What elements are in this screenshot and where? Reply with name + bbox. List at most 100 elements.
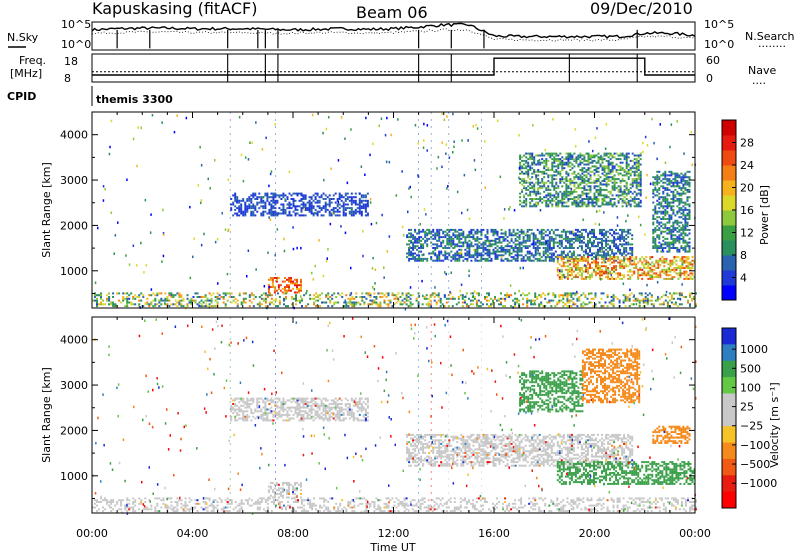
data-cell <box>464 236 467 239</box>
data-cell <box>442 247 445 249</box>
data-cell <box>570 245 573 248</box>
data-cell <box>674 199 677 202</box>
data-cell <box>669 270 672 273</box>
data-cell <box>682 192 685 195</box>
data-cell <box>605 234 608 237</box>
data-cell <box>454 236 457 239</box>
data-cell <box>286 196 289 199</box>
data-cell <box>639 199 642 202</box>
data-cell <box>617 236 620 239</box>
data-cell <box>583 167 586 170</box>
data-cell <box>621 201 624 204</box>
noise-cell <box>365 116 367 120</box>
data-cell <box>344 212 347 215</box>
data-cell <box>452 247 455 249</box>
noise-cell <box>594 136 597 140</box>
data-cell <box>329 301 332 304</box>
data-cell <box>521 159 524 162</box>
data-cell <box>665 259 668 262</box>
data-cell <box>593 261 595 264</box>
data-cell <box>676 172 679 175</box>
data-cell <box>426 259 429 262</box>
data-cell <box>544 247 547 249</box>
data-cell <box>202 301 205 304</box>
data-cell <box>214 299 217 302</box>
data-cell <box>566 268 569 271</box>
data-cell <box>625 194 628 197</box>
data-cell <box>591 241 593 244</box>
data-cell <box>525 199 528 202</box>
noise-cell <box>198 304 200 307</box>
data-cell <box>548 243 551 246</box>
data-cell <box>469 303 472 306</box>
noise-cell <box>616 216 619 219</box>
data-cell <box>150 303 153 306</box>
data-cell <box>385 303 388 306</box>
data-cell <box>688 205 691 208</box>
noise-cell <box>539 209 542 212</box>
data-cell <box>633 259 636 262</box>
noise-cell <box>691 163 694 167</box>
noise-cell <box>276 228 279 231</box>
data-cell <box>654 210 657 213</box>
data-cell <box>252 210 255 213</box>
data-cell <box>276 194 279 197</box>
data-cell <box>611 203 614 206</box>
data-cell <box>645 259 648 262</box>
data-cell <box>272 210 275 213</box>
data-cell <box>271 282 274 285</box>
data-cell <box>295 294 297 297</box>
data-cell <box>212 305 215 308</box>
data-cell <box>252 192 255 195</box>
data-cell <box>570 267 573 269</box>
data-cell <box>486 236 489 239</box>
data-cell <box>661 256 664 259</box>
data-cell <box>674 301 677 304</box>
data-cell <box>519 196 522 199</box>
data-cell <box>682 227 685 230</box>
data-cell <box>579 205 582 208</box>
data-cell <box>522 239 525 242</box>
data-cell <box>190 297 193 300</box>
data-cell <box>658 241 661 244</box>
data-cell <box>482 254 485 257</box>
noise-cell <box>668 267 670 270</box>
data-cell <box>196 292 199 295</box>
noise-cell <box>149 231 152 234</box>
data-cell <box>456 230 459 233</box>
data-cell <box>412 248 415 251</box>
data-cell <box>442 254 445 257</box>
data-cell <box>674 234 677 237</box>
noise-cell <box>617 173 620 176</box>
data-cell <box>684 248 687 251</box>
data-cell <box>686 225 689 228</box>
data-cell <box>460 232 463 235</box>
data-cell <box>448 247 451 249</box>
data-cell <box>242 301 245 304</box>
data-cell <box>618 299 621 302</box>
data-cell <box>633 201 636 204</box>
data-cell <box>573 201 576 204</box>
data-cell <box>662 190 665 193</box>
data-cell <box>666 221 669 224</box>
data-cell <box>593 185 596 188</box>
data-cell <box>548 292 551 295</box>
data-cell <box>549 169 552 171</box>
data-cell <box>572 297 575 300</box>
noise-cell <box>362 230 364 233</box>
data-cell <box>516 250 519 253</box>
data-cell <box>502 250 505 253</box>
data-cell <box>672 221 675 224</box>
data-cell <box>663 265 666 268</box>
data-cell <box>273 277 276 279</box>
data-cell <box>623 170 626 173</box>
data-cell <box>597 245 599 248</box>
data-cell <box>629 228 632 231</box>
data-cell <box>668 245 671 248</box>
data-cell <box>605 267 608 269</box>
data-cell <box>438 245 441 248</box>
data-cell <box>338 210 341 213</box>
data-cell <box>594 296 597 298</box>
data-cell <box>583 201 586 204</box>
data-cell <box>412 241 415 244</box>
